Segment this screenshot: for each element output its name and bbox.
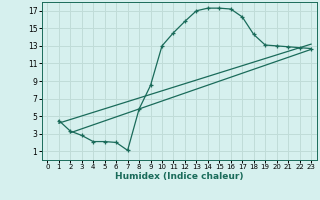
X-axis label: Humidex (Indice chaleur): Humidex (Indice chaleur) [115, 172, 244, 181]
